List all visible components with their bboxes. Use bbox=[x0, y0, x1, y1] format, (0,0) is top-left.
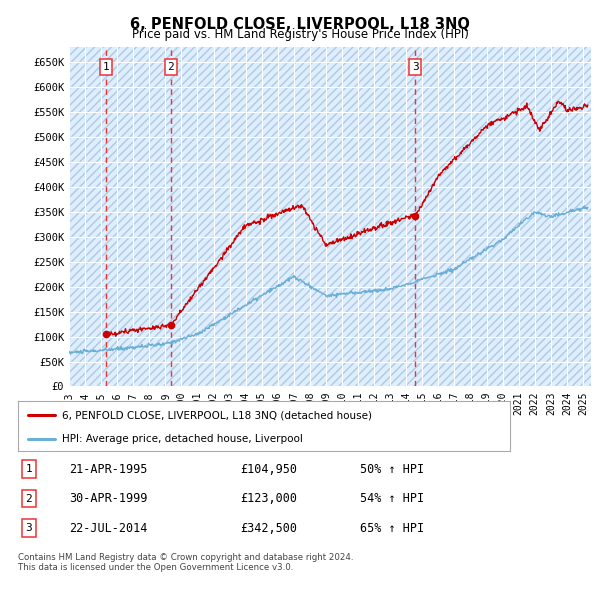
Text: 1: 1 bbox=[25, 464, 32, 474]
Text: 2: 2 bbox=[25, 494, 32, 503]
Text: Contains HM Land Registry data © Crown copyright and database right 2024.: Contains HM Land Registry data © Crown c… bbox=[18, 553, 353, 562]
Text: 3: 3 bbox=[412, 62, 419, 72]
FancyBboxPatch shape bbox=[69, 47, 591, 386]
Text: 6, PENFOLD CLOSE, LIVERPOOL, L18 3NQ (detached house): 6, PENFOLD CLOSE, LIVERPOOL, L18 3NQ (de… bbox=[62, 410, 372, 420]
Text: £104,950: £104,950 bbox=[240, 463, 297, 476]
Text: 54% ↑ HPI: 54% ↑ HPI bbox=[360, 492, 424, 505]
Text: This data is licensed under the Open Government Licence v3.0.: This data is licensed under the Open Gov… bbox=[18, 563, 293, 572]
Text: 21-APR-1995: 21-APR-1995 bbox=[69, 463, 148, 476]
Text: 2: 2 bbox=[167, 62, 174, 72]
Text: £123,000: £123,000 bbox=[240, 492, 297, 505]
Text: Price paid vs. HM Land Registry's House Price Index (HPI): Price paid vs. HM Land Registry's House … bbox=[131, 28, 469, 41]
Text: 50% ↑ HPI: 50% ↑ HPI bbox=[360, 463, 424, 476]
Text: 1: 1 bbox=[103, 62, 109, 72]
Text: £342,500: £342,500 bbox=[240, 522, 297, 535]
Text: 30-APR-1999: 30-APR-1999 bbox=[69, 492, 148, 505]
Text: 3: 3 bbox=[25, 523, 32, 533]
Text: HPI: Average price, detached house, Liverpool: HPI: Average price, detached house, Live… bbox=[62, 434, 303, 444]
Text: 22-JUL-2014: 22-JUL-2014 bbox=[69, 522, 148, 535]
Text: 65% ↑ HPI: 65% ↑ HPI bbox=[360, 522, 424, 535]
Text: 6, PENFOLD CLOSE, LIVERPOOL, L18 3NQ: 6, PENFOLD CLOSE, LIVERPOOL, L18 3NQ bbox=[130, 17, 470, 31]
